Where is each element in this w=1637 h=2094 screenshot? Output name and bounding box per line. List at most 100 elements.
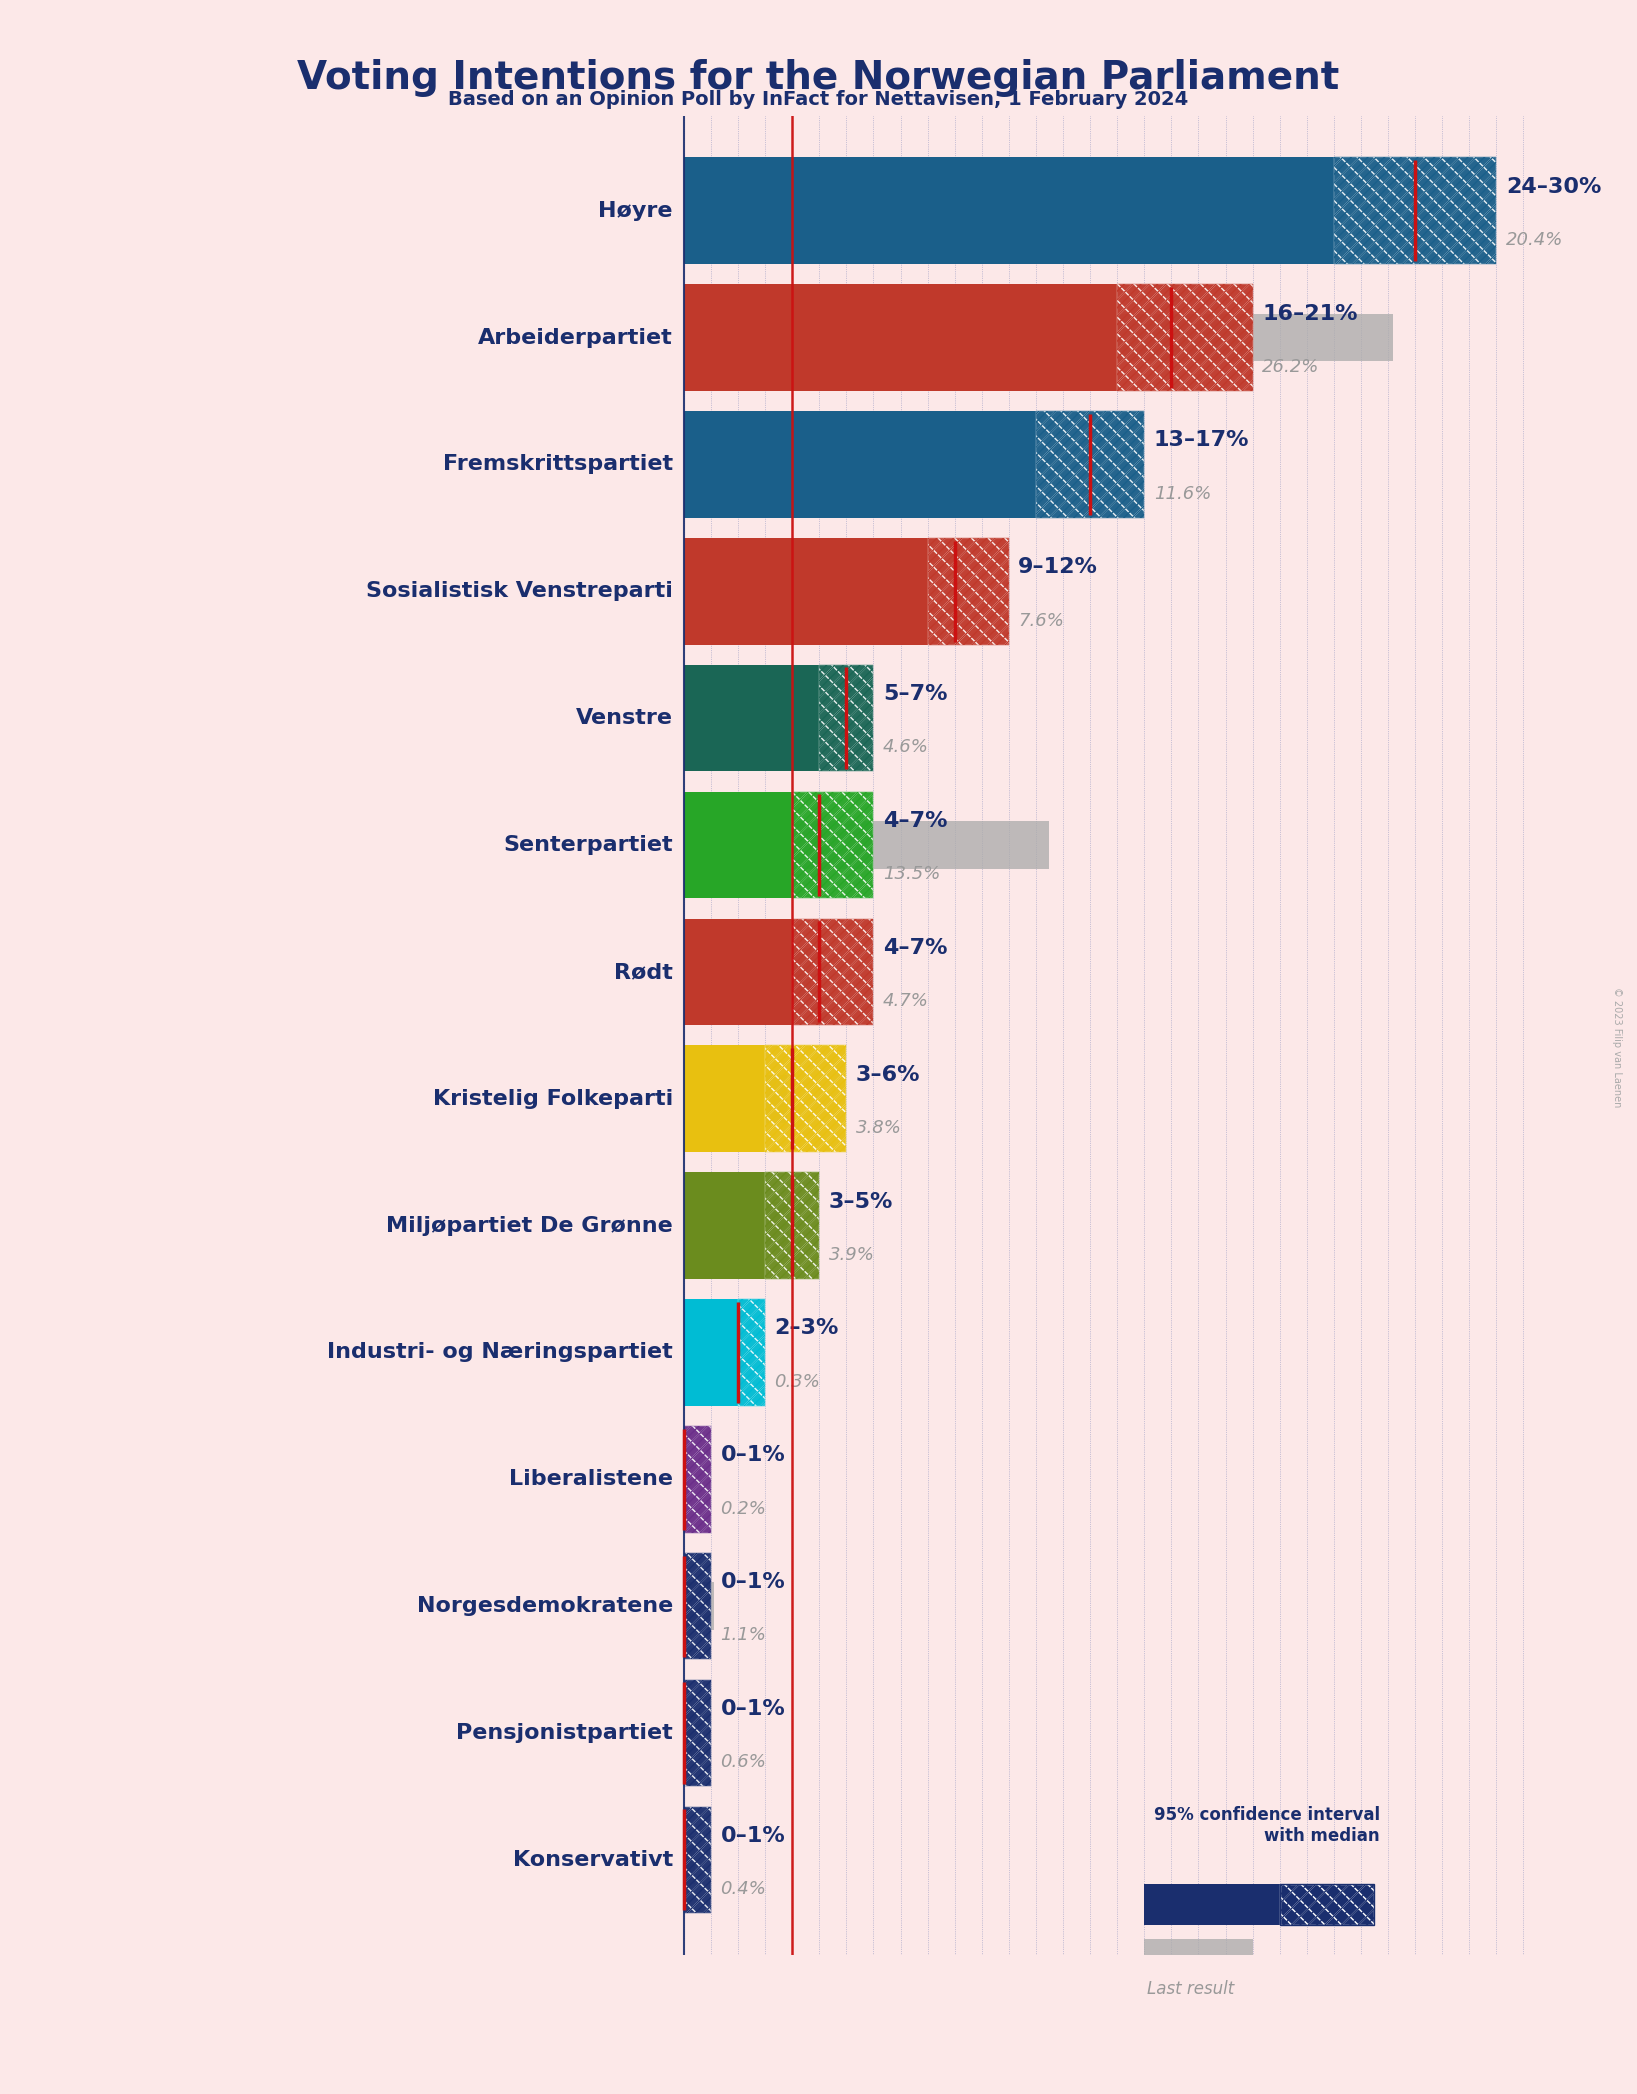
- Text: 3.9%: 3.9%: [828, 1246, 874, 1265]
- Text: 95% confidence interval
with median: 95% confidence interval with median: [1154, 1805, 1380, 1845]
- Bar: [684, 1426, 710, 1533]
- Bar: [818, 664, 874, 771]
- Bar: [792, 792, 874, 898]
- Bar: [684, 1554, 710, 1658]
- Bar: [764, 1045, 846, 1152]
- Text: Pensjonistpartiet: Pensjonistpartiet: [457, 1723, 673, 1742]
- Bar: [684, 1173, 764, 1279]
- Text: Konservativt: Konservativt: [512, 1849, 673, 1870]
- Bar: [684, 1554, 710, 1658]
- Bar: [684, 1583, 714, 1629]
- Text: 1.1%: 1.1%: [720, 1627, 766, 1644]
- Bar: [684, 1455, 689, 1503]
- Text: Based on an Opinion Poll by InFact for Nettavisen, 1 February 2024: Based on an Opinion Poll by InFact for N…: [449, 90, 1188, 109]
- Text: 26.2%: 26.2%: [1262, 358, 1319, 375]
- Bar: [792, 919, 874, 1026]
- Text: 4–7%: 4–7%: [882, 810, 948, 831]
- Bar: [738, 1298, 764, 1405]
- Bar: [928, 538, 1008, 645]
- Bar: [684, 410, 1036, 517]
- Bar: [764, 1045, 846, 1152]
- Bar: [684, 314, 1393, 362]
- Bar: [1116, 285, 1252, 392]
- Bar: [818, 664, 874, 771]
- Bar: [738, 1298, 764, 1405]
- Bar: [764, 1045, 846, 1152]
- Bar: [684, 792, 792, 898]
- Bar: [1280, 1885, 1375, 1924]
- Bar: [684, 1045, 764, 1152]
- Bar: [1036, 410, 1144, 517]
- Text: 0–1%: 0–1%: [720, 1445, 786, 1466]
- Bar: [684, 157, 1334, 264]
- Bar: [684, 1679, 710, 1786]
- Text: Arbeiderpartiet: Arbeiderpartiet: [478, 327, 673, 348]
- Bar: [684, 1679, 710, 1786]
- Text: 2–3%: 2–3%: [774, 1319, 838, 1338]
- Text: 16–21%: 16–21%: [1262, 304, 1357, 325]
- Bar: [792, 792, 874, 898]
- Text: 9–12%: 9–12%: [1018, 557, 1098, 578]
- Bar: [1334, 157, 1496, 264]
- Bar: [684, 1807, 710, 1914]
- Bar: [684, 186, 1236, 235]
- Bar: [684, 1836, 694, 1885]
- Text: © 2023 Filip van Laenen: © 2023 Filip van Laenen: [1612, 986, 1622, 1108]
- Bar: [792, 919, 874, 1026]
- Bar: [684, 567, 889, 616]
- Text: 13.5%: 13.5%: [882, 865, 940, 884]
- Text: 0–1%: 0–1%: [720, 1698, 786, 1719]
- Bar: [684, 1679, 710, 1786]
- Bar: [792, 919, 874, 1026]
- Bar: [684, 1298, 738, 1405]
- Text: Norgesdemokratene: Norgesdemokratene: [417, 1596, 673, 1617]
- Bar: [792, 792, 874, 898]
- Bar: [684, 1426, 710, 1533]
- Text: Last result: Last result: [1148, 1981, 1234, 1998]
- Text: Kristelig Folkeparti: Kristelig Folkeparti: [432, 1089, 673, 1108]
- Bar: [764, 1173, 818, 1279]
- Text: 13–17%: 13–17%: [1154, 431, 1249, 450]
- Text: Sosialistisk Venstreparti: Sosialistisk Venstreparti: [367, 582, 673, 601]
- Bar: [1280, 1885, 1375, 1924]
- Bar: [684, 1328, 692, 1376]
- Text: 0.2%: 0.2%: [720, 1499, 766, 1518]
- Bar: [684, 440, 999, 488]
- Text: 0.3%: 0.3%: [774, 1374, 820, 1390]
- Bar: [684, 1426, 710, 1533]
- Bar: [684, 538, 928, 645]
- Bar: [684, 821, 1049, 869]
- Bar: [684, 285, 1116, 392]
- Text: Rødt: Rødt: [614, 961, 673, 982]
- Bar: [684, 919, 792, 1026]
- Text: Venstre: Venstre: [576, 708, 673, 729]
- Bar: [684, 1807, 710, 1914]
- Text: 0.4%: 0.4%: [720, 1880, 766, 1897]
- Bar: [684, 664, 818, 771]
- Text: Miljøpartiet De Grønne: Miljøpartiet De Grønne: [386, 1215, 673, 1235]
- Bar: [684, 1554, 710, 1658]
- Bar: [1116, 285, 1252, 392]
- Bar: [684, 1202, 789, 1250]
- Bar: [764, 1173, 818, 1279]
- Bar: [1334, 157, 1496, 264]
- Text: 20.4%: 20.4%: [1506, 230, 1563, 249]
- Bar: [738, 1298, 764, 1405]
- Text: Senterpartiet: Senterpartiet: [503, 836, 673, 854]
- Bar: [684, 949, 810, 997]
- Bar: [1334, 157, 1496, 264]
- Text: 24–30%: 24–30%: [1506, 176, 1601, 197]
- Text: 0–1%: 0–1%: [720, 1826, 786, 1847]
- Text: 3.8%: 3.8%: [856, 1118, 902, 1137]
- Bar: [1036, 410, 1144, 517]
- Bar: [1144, 1939, 1252, 1958]
- Text: Liberalistene: Liberalistene: [509, 1470, 673, 1489]
- Bar: [764, 1173, 818, 1279]
- Text: Industri- og Næringspartiet: Industri- og Næringspartiet: [327, 1342, 673, 1363]
- Text: Fremskrittspartiet: Fremskrittspartiet: [444, 454, 673, 475]
- Bar: [684, 1709, 701, 1757]
- Text: 3–6%: 3–6%: [856, 1064, 920, 1085]
- Text: 4.6%: 4.6%: [882, 739, 928, 756]
- Text: 0.6%: 0.6%: [720, 1753, 766, 1772]
- Text: 4.7%: 4.7%: [882, 993, 928, 1009]
